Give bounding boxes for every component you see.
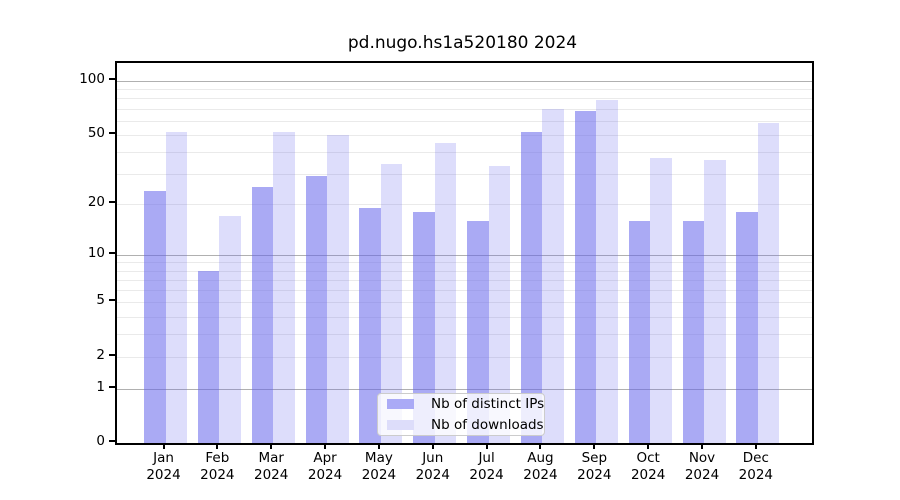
legend-label-downloads: Nb of downloads bbox=[431, 417, 544, 433]
minor-gridline bbox=[117, 173, 812, 175]
minor-gridline bbox=[117, 89, 812, 91]
y-tick-mark bbox=[109, 385, 115, 388]
major-gridline bbox=[117, 254, 812, 256]
x-tick-label-oct: Oct 2024 bbox=[630, 450, 666, 483]
major-gridline bbox=[117, 81, 812, 82]
minor-gridline bbox=[117, 98, 812, 100]
bar-downloads-jul bbox=[488, 166, 511, 443]
bar-downloads-apr bbox=[327, 134, 349, 443]
y-tick-label: 2 bbox=[96, 346, 105, 363]
legend: Nb of distinct IPs Nb of downloads bbox=[377, 393, 545, 436]
plot-area bbox=[115, 61, 814, 445]
x-tick-mark bbox=[593, 443, 596, 449]
x-tick-mark bbox=[431, 443, 434, 449]
y-tick-label: 0 bbox=[96, 433, 105, 449]
x-tick-label-may: May 2024 bbox=[361, 450, 397, 483]
bar-downloads-sep bbox=[596, 100, 618, 443]
x-tick-mark bbox=[377, 443, 380, 449]
bar-downloads-dec bbox=[757, 123, 780, 443]
chart-title: pd.nugo.hs1a520180 2024 bbox=[347, 33, 578, 53]
bar-distinct-ips-oct bbox=[628, 220, 651, 443]
legend-swatch-downloads bbox=[387, 420, 414, 430]
bar-downloads-oct bbox=[650, 157, 672, 443]
y-tick-mark bbox=[109, 201, 115, 204]
x-tick-label-mar: Mar 2024 bbox=[254, 450, 289, 483]
x-tick-mark bbox=[162, 443, 165, 449]
minor-gridline bbox=[117, 270, 812, 272]
x-tick-label-feb: Feb 2024 bbox=[200, 450, 235, 483]
bar-distinct-ips-dec bbox=[736, 212, 758, 443]
bar-distinct-ips-may bbox=[359, 208, 381, 443]
y-tick-label: 10 bbox=[87, 244, 105, 261]
minor-gridline bbox=[117, 151, 812, 153]
minor-gridline bbox=[117, 262, 812, 264]
x-tick-mark bbox=[539, 443, 542, 449]
bar-downloads-nov bbox=[704, 159, 726, 443]
x-tick-mark bbox=[647, 443, 650, 449]
y-tick-label: 50 bbox=[87, 124, 105, 141]
y-tick-mark bbox=[109, 440, 115, 442]
minor-gridline bbox=[117, 290, 812, 292]
y-tick-label: 100 bbox=[79, 71, 105, 87]
bar-downloads-jan bbox=[165, 131, 187, 443]
minor-gridline bbox=[117, 134, 812, 136]
bar-distinct-ips-apr bbox=[305, 176, 328, 443]
bar-downloads-feb bbox=[219, 216, 241, 443]
y-tick-mark bbox=[109, 131, 115, 134]
bar-distinct-ips-sep bbox=[574, 110, 597, 443]
x-tick-label-jan: Jan 2024 bbox=[146, 450, 181, 483]
minor-gridline bbox=[117, 204, 812, 206]
y-tick-mark bbox=[109, 251, 115, 254]
y-tick-mark bbox=[109, 78, 115, 80]
bar-distinct-ips-jul bbox=[467, 220, 489, 443]
x-tick-mark bbox=[216, 443, 219, 449]
y-tick-label: 1 bbox=[96, 378, 105, 395]
bar-downloads-mar bbox=[273, 131, 295, 443]
minor-gridline bbox=[117, 279, 812, 281]
minor-gridline bbox=[117, 108, 812, 110]
y-tick-label: 5 bbox=[96, 292, 105, 309]
bar-distinct-ips-mar bbox=[251, 187, 274, 443]
x-tick-mark bbox=[701, 443, 703, 449]
minor-gridline bbox=[117, 302, 812, 304]
legend-entry-distinct-ips: Nb of distinct IPs bbox=[378, 396, 544, 412]
x-tick-mark bbox=[485, 443, 488, 449]
bar-distinct-ips-jun bbox=[413, 212, 435, 443]
major-gridline bbox=[117, 388, 812, 390]
minor-gridline bbox=[117, 356, 812, 358]
y-tick-mark bbox=[109, 353, 115, 356]
x-tick-label-sep: Sep 2024 bbox=[577, 450, 612, 483]
x-tick-label-apr: Apr 2024 bbox=[307, 450, 343, 483]
bar-distinct-ips-nov bbox=[682, 220, 704, 443]
y-tick-mark bbox=[109, 299, 115, 302]
x-tick-label-jul: Jul 2024 bbox=[469, 450, 504, 483]
bar-distinct-ips-feb bbox=[197, 270, 220, 443]
minor-gridline bbox=[117, 334, 812, 336]
y-tick-label: 20 bbox=[87, 194, 105, 211]
bar-downloads-may bbox=[380, 164, 403, 443]
legend-entry-downloads: Nb of downloads bbox=[378, 417, 544, 433]
x-tick-mark bbox=[754, 443, 757, 449]
bar-downloads-aug bbox=[542, 108, 564, 443]
legend-label-distinct-ips: Nb of distinct IPs bbox=[431, 396, 545, 412]
minor-gridline bbox=[117, 316, 812, 318]
bar-downloads-jun bbox=[434, 142, 457, 443]
x-tick-label-aug: Aug 2024 bbox=[523, 450, 558, 483]
minor-gridline bbox=[117, 120, 812, 122]
bar-distinct-ips-jan bbox=[144, 190, 166, 443]
x-tick-mark bbox=[270, 443, 273, 449]
bar-distinct-ips-aug bbox=[520, 131, 543, 443]
legend-swatch-distinct-ips bbox=[387, 399, 414, 409]
x-tick-label-dec: Dec 2024 bbox=[738, 450, 774, 483]
x-tick-label-jun: Jun 2024 bbox=[415, 450, 450, 483]
x-tick-mark bbox=[324, 443, 327, 449]
x-tick-label-nov: Nov 2024 bbox=[684, 450, 720, 483]
